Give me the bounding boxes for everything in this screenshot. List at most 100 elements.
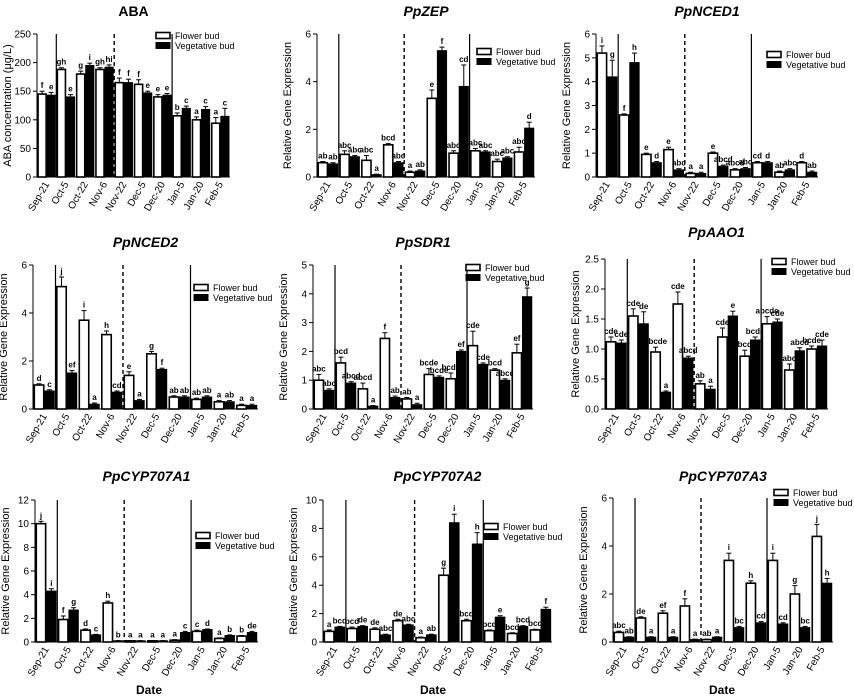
x-tick-label: Jan-5: [185, 412, 207, 440]
significance-letter: f: [161, 358, 164, 367]
bar-flower-bud: [55, 285, 68, 410]
legend-label-flower-bud: Flower bud: [485, 263, 530, 273]
bar-flower-bud: [101, 333, 113, 410]
significance-letter: g: [525, 278, 530, 287]
x-tick-label: Nov-6: [376, 180, 399, 209]
x-tick-label: Jan-20: [781, 645, 806, 677]
significance-letter: a: [689, 162, 694, 171]
bar-flower-bud: [169, 639, 181, 643]
significance-letter: a: [161, 631, 166, 640]
bar-vegetative-bud: [368, 405, 379, 410]
bar-vegetative-bud: [749, 339, 761, 410]
y-tick-label: 1.5: [585, 315, 599, 326]
x-tick-label: Sep-21: [304, 412, 330, 446]
significance-letter: abc: [490, 149, 504, 158]
significance-letter: abc: [783, 159, 797, 168]
x-tick-label: Feb-5: [203, 180, 226, 209]
y-tick-label: 2: [311, 609, 317, 620]
x-tick-label: Oct-22: [361, 645, 386, 677]
legend-swatch-vegetative-bud: [193, 294, 209, 301]
bar-flower-bud: [694, 382, 706, 410]
x-tick-label: Nov-22: [685, 412, 711, 446]
significance-letter: f: [127, 69, 130, 78]
y-tick-label: 3: [584, 101, 590, 112]
significance-letter: h: [105, 591, 110, 600]
x-tick-label: Dec-20: [452, 645, 478, 679]
bar-flower-bud: [102, 602, 114, 643]
significance-letter: bcd: [333, 616, 347, 625]
significance-letter: bc: [734, 616, 744, 625]
bar-flower-bud: [806, 348, 818, 410]
legend-label-flower-bud: Flower bud: [175, 31, 220, 41]
significance-letter: d: [799, 152, 804, 161]
significance-letter: e: [145, 81, 150, 90]
significance-letter: a: [371, 396, 376, 405]
chart-title: PpNCED2: [113, 234, 179, 250]
bar-flower-bud: [191, 119, 202, 178]
significance-letter: cde: [716, 318, 730, 327]
significance-letter: ab: [807, 161, 816, 170]
legend-label-vegetative-bud: Vegetative bud: [213, 293, 273, 303]
bar-flower-bud: [627, 315, 639, 410]
significance-letter: a: [173, 630, 178, 639]
x-tick-label: Nov-22: [115, 645, 141, 679]
y-tick-label: 0: [601, 638, 607, 649]
significance-letter: e: [731, 301, 736, 310]
bar-vegetative-bud: [415, 170, 426, 178]
bar-vegetative-bud: [324, 389, 335, 410]
significance-letter: bcd: [381, 134, 395, 143]
significance-letter: f: [545, 597, 548, 606]
bar-vegetative-bud: [46, 590, 57, 643]
significance-letter: ef: [68, 361, 75, 370]
x-tick-label: Jan-20: [481, 412, 506, 444]
x-tick-label: Feb-5: [230, 645, 253, 674]
significance-letter: g: [149, 341, 154, 350]
bar-flower-bud: [75, 73, 86, 178]
significance-letter: cd: [756, 612, 765, 621]
bar-flower-bud: [339, 153, 351, 178]
y-axis-label: Relative Gene Expression: [282, 42, 294, 169]
x-tick-label: Nov-22: [395, 180, 421, 214]
bar-flower-bud: [513, 151, 525, 178]
y-tick-label: 8: [23, 543, 29, 554]
y-tick-label: 4: [23, 590, 29, 601]
chart-title: PpNCED1: [674, 3, 740, 19]
significance-letter: bcde: [420, 359, 439, 368]
legend-swatch-flower-bud: [465, 263, 481, 272]
xlabel-date-right: Date: [709, 683, 735, 697]
significance-letter: e: [68, 85, 73, 94]
bar-flower-bud: [361, 159, 372, 178]
significance-letter: j: [39, 511, 42, 520]
significance-letter: abc: [500, 147, 514, 156]
significance-letter: h: [632, 43, 637, 52]
bar-flower-bud: [506, 632, 518, 643]
significance-letter: a: [715, 627, 720, 636]
bar-vegetative-bud: [607, 76, 618, 178]
bar-flower-bud: [635, 617, 647, 643]
bar-flower-bud: [613, 631, 625, 643]
significance-letter: abc: [322, 379, 336, 388]
y-tick-label: 0: [301, 405, 307, 416]
legend-swatch-vegetative-bud: [476, 58, 492, 65]
y-tick-label: 50: [20, 144, 32, 155]
x-tick-label: Nov-6: [94, 412, 117, 441]
bar-vegetative-bud: [718, 165, 729, 178]
x-tick-label: Jan-5: [464, 180, 486, 208]
significance-letter: ab: [328, 153, 337, 162]
x-tick-label: Sep-21: [24, 412, 50, 446]
legend-label-flower-bud: Flower bud: [496, 47, 541, 57]
significance-letter: e: [498, 606, 503, 615]
y-tick-label: 150: [14, 87, 31, 98]
bar-vegetative-bud: [201, 396, 213, 410]
bar-vegetative-bud: [134, 400, 145, 410]
legend-swatch-flower-bud: [195, 531, 211, 540]
y-axis-label: Relative Gene Expression: [0, 507, 12, 634]
significance-letter: f: [137, 70, 140, 79]
bar-vegetative-bud: [448, 522, 460, 643]
bar-vegetative-bud: [246, 404, 258, 410]
bar-flower-bud: [789, 593, 801, 643]
significance-letter: abcd: [790, 338, 809, 347]
bar-flower-bud: [236, 404, 248, 410]
bar-flower-bud: [483, 629, 496, 643]
